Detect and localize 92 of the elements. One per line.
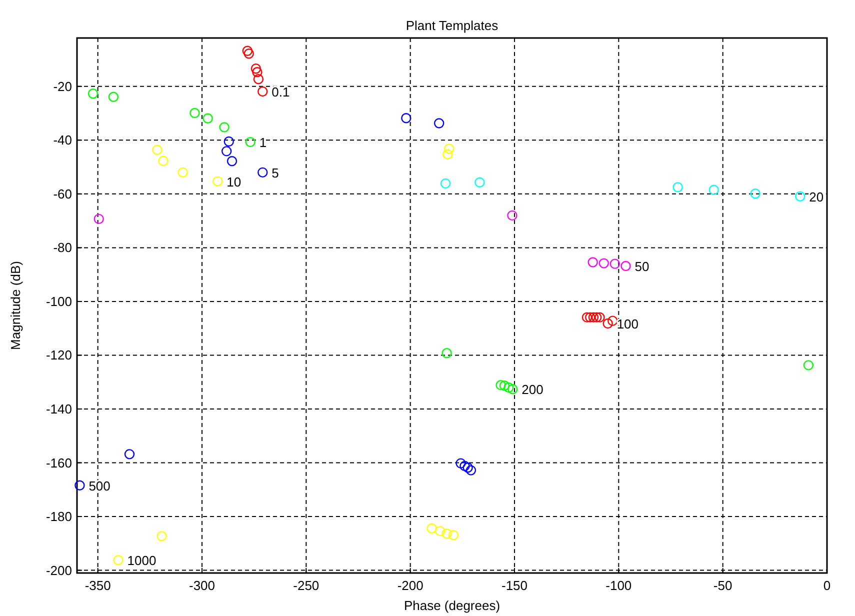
point: [460, 460, 470, 472]
annotation: 10: [226, 174, 242, 190]
x-tick-label: -300: [188, 578, 216, 593]
point: [258, 167, 268, 178]
y-tick-label: -160: [46, 455, 72, 470]
point: [252, 67, 262, 78]
annotation: 500: [88, 478, 110, 494]
point: [708, 184, 719, 195]
point: [124, 449, 135, 460]
point: [442, 348, 452, 358]
point: [442, 528, 452, 539]
point: [202, 113, 213, 124]
x-tick-label: -150: [501, 578, 528, 593]
x-axis-title: Phase (degrees): [404, 598, 500, 613]
y-tick-label: -140: [46, 402, 72, 417]
annotation: 100: [616, 316, 639, 332]
point: [594, 312, 605, 322]
y-tick-label: -80: [53, 240, 72, 256]
point: [156, 531, 167, 542]
point: [444, 144, 454, 154]
point: [88, 88, 98, 99]
point: [795, 191, 806, 202]
point: [434, 118, 444, 128]
point: [448, 530, 459, 540]
y-tick-label: -20: [53, 78, 72, 94]
point: [504, 382, 514, 393]
point: [588, 257, 598, 268]
x-tick-label: -50: [713, 578, 732, 593]
annotation: 50: [634, 258, 650, 274]
point: [226, 156, 238, 166]
point: [602, 318, 613, 329]
point: [591, 312, 602, 322]
point: [608, 316, 618, 326]
y-tick-label: -60: [53, 186, 72, 202]
point: [499, 380, 510, 391]
point: [244, 48, 254, 59]
point: [466, 465, 476, 476]
x-tick-label: -350: [84, 578, 111, 593]
y-tick-label: -200: [46, 562, 72, 578]
point: [158, 156, 168, 166]
point: [620, 260, 631, 272]
point: [588, 312, 599, 322]
point: [113, 555, 124, 566]
point: [610, 258, 620, 269]
point: [253, 74, 264, 84]
point: [462, 462, 473, 473]
point: [803, 360, 814, 370]
x-tick-label: -250: [293, 578, 320, 593]
point: [94, 214, 104, 224]
point: [152, 144, 162, 155]
annotation: 20: [809, 189, 824, 204]
point: [507, 210, 518, 221]
annotation: 1000: [127, 553, 156, 568]
x-tick-label: 0: [823, 578, 831, 593]
point: [74, 480, 85, 490]
point: [585, 312, 596, 322]
point: [258, 86, 268, 97]
y-tick-label: -120: [46, 348, 72, 363]
annotation: 5: [272, 165, 279, 180]
point: [190, 108, 200, 118]
y-tick-label: -100: [46, 294, 72, 309]
chart-title: Plant Templates: [406, 18, 499, 33]
point: [456, 458, 466, 468]
point: [250, 64, 262, 74]
point: [750, 188, 760, 199]
annotation: 0.1: [272, 84, 290, 100]
point: [598, 258, 609, 268]
point: [672, 182, 683, 192]
point: [582, 312, 592, 322]
point: [178, 167, 188, 178]
x-tick-label: -100: [606, 578, 632, 593]
point: [212, 176, 223, 186]
point: [440, 178, 451, 189]
point: [108, 92, 119, 102]
point: [401, 113, 412, 124]
annotation: 200: [522, 382, 544, 398]
point: [224, 136, 234, 147]
point: [242, 46, 253, 56]
point: [474, 177, 485, 188]
point: [221, 146, 232, 156]
y-axis-title: Magnitude (dB): [8, 261, 23, 350]
point: [245, 136, 256, 148]
annotation: 1: [259, 135, 267, 150]
point: [496, 380, 506, 390]
y-tick-label: -40: [53, 132, 72, 148]
point: [442, 149, 453, 160]
point: [426, 523, 437, 534]
point: [508, 384, 518, 394]
point: [219, 122, 230, 132]
x-tick-label: -200: [397, 578, 424, 593]
point: [435, 526, 446, 536]
y-tick-label: -180: [46, 509, 72, 524]
